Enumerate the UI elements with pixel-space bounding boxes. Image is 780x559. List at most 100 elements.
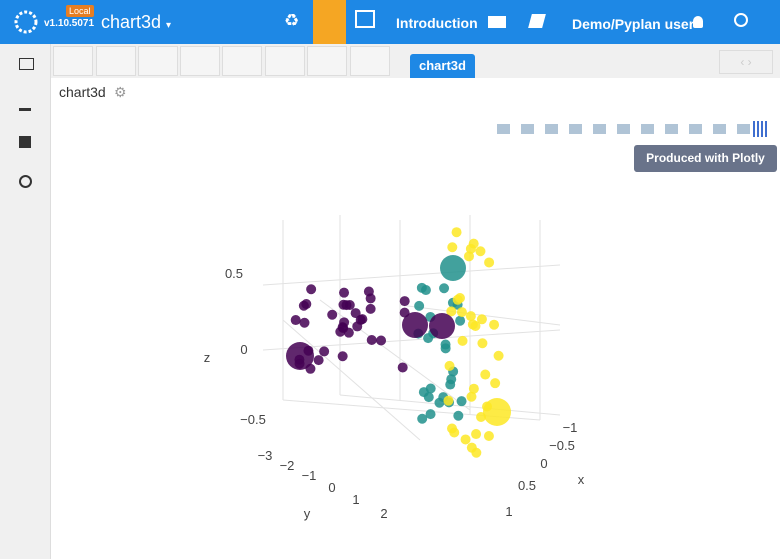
scatter-point bbox=[456, 307, 467, 318]
gear-icon[interactable]: ⚙ bbox=[114, 84, 127, 100]
scatter-point bbox=[453, 410, 464, 421]
tick-label: 2 bbox=[380, 506, 387, 521]
scatter-point bbox=[306, 284, 317, 295]
scatter-point bbox=[471, 429, 482, 440]
user-name[interactable]: Demo/Pyplan user bbox=[572, 16, 695, 32]
scatter-point bbox=[465, 243, 476, 254]
grid-line bbox=[282, 319, 421, 441]
scatter-point bbox=[439, 283, 450, 294]
scatter-point bbox=[319, 346, 330, 357]
clock-icon[interactable] bbox=[19, 175, 32, 188]
scatter-bubble bbox=[286, 342, 314, 370]
scatter-point bbox=[477, 338, 488, 349]
badge: Local bbox=[66, 5, 94, 17]
edit-button[interactable] bbox=[53, 46, 93, 76]
scatter-point bbox=[456, 396, 467, 407]
print-button[interactable] bbox=[307, 46, 347, 76]
copy-button[interactable] bbox=[265, 46, 305, 76]
scatter-bubble bbox=[440, 255, 466, 281]
tick-label: 0.5 bbox=[518, 478, 536, 493]
tick-label: 0 bbox=[540, 456, 547, 471]
scatter-point bbox=[425, 409, 436, 420]
plotly-logo[interactable] bbox=[753, 121, 767, 137]
tab-nav[interactable]: ‹ › bbox=[719, 50, 773, 74]
logo bbox=[14, 10, 38, 34]
scatter-point bbox=[446, 374, 457, 385]
scatter-bubble bbox=[429, 313, 455, 339]
node-title: chart3d bbox=[59, 84, 106, 100]
power-icon[interactable] bbox=[734, 13, 748, 27]
grid-line bbox=[262, 264, 561, 286]
app-title[interactable]: chart3d bbox=[101, 12, 162, 32]
scatter-point bbox=[423, 333, 434, 344]
save-as-icon[interactable] bbox=[355, 10, 375, 28]
comment-button[interactable] bbox=[350, 46, 390, 76]
tick-label: 1 bbox=[505, 504, 512, 519]
scatter-point bbox=[470, 321, 481, 332]
dashboard-icon[interactable] bbox=[19, 136, 31, 148]
scatter-point bbox=[483, 430, 494, 441]
caret[interactable]: ▾ bbox=[166, 20, 172, 31]
tooltip: Produced with Plotly bbox=[634, 145, 777, 172]
scatter-point bbox=[416, 282, 427, 293]
version: v1.10.5071 bbox=[44, 18, 95, 29]
scatter-point bbox=[301, 299, 312, 310]
scatter-point bbox=[299, 317, 310, 328]
scatter-point bbox=[449, 427, 460, 438]
scatter-point bbox=[365, 293, 376, 304]
scatter-point bbox=[376, 335, 387, 346]
scatter-point bbox=[476, 314, 487, 325]
tick-label: 0 bbox=[240, 342, 247, 357]
scatter-point bbox=[443, 395, 454, 406]
scatter-point bbox=[337, 351, 348, 362]
menu-button[interactable] bbox=[138, 46, 178, 76]
tab[interactable]: chart3d bbox=[410, 54, 475, 78]
scatter-point bbox=[357, 314, 368, 325]
axis-label: x bbox=[578, 472, 585, 487]
save-button[interactable] bbox=[313, 0, 346, 44]
modebar-icons[interactable] bbox=[497, 124, 757, 134]
scatter-point bbox=[365, 303, 376, 314]
scatter-point bbox=[484, 257, 495, 268]
scatter-point bbox=[471, 447, 482, 458]
scatter-bubble bbox=[483, 398, 511, 426]
tick-label: −1 bbox=[563, 420, 578, 435]
scatter-point bbox=[451, 227, 462, 238]
tree-icon[interactable] bbox=[19, 98, 31, 111]
scatter-point bbox=[493, 350, 504, 361]
modebar bbox=[497, 121, 769, 139]
scatter-bubble bbox=[402, 312, 428, 338]
scatter-point bbox=[414, 300, 425, 311]
tick-label: 0 bbox=[328, 480, 335, 495]
scatter-point bbox=[339, 317, 350, 328]
scatter-point bbox=[417, 413, 428, 424]
scatter-point bbox=[339, 287, 350, 298]
scatter-point bbox=[447, 242, 458, 253]
menu-item[interactable]: Introduction bbox=[396, 15, 478, 31]
folder-icon[interactable] bbox=[19, 58, 34, 70]
scatter-point bbox=[465, 311, 476, 322]
tick-label: 1 bbox=[352, 492, 359, 507]
sidebar bbox=[0, 44, 51, 559]
user-icon[interactable] bbox=[693, 16, 703, 28]
scatter-point bbox=[457, 335, 468, 346]
mail-icon[interactable] bbox=[488, 16, 506, 28]
scatter-point bbox=[455, 315, 466, 326]
share-button[interactable] bbox=[180, 46, 220, 76]
database-button[interactable] bbox=[222, 46, 262, 76]
scatter-point bbox=[466, 391, 477, 402]
tick-label: −1 bbox=[302, 468, 317, 483]
scatter-point bbox=[350, 308, 361, 319]
axis-label: y bbox=[304, 506, 311, 521]
scatter-point bbox=[490, 378, 501, 389]
scatter-point bbox=[327, 309, 338, 320]
refresh-button[interactable] bbox=[96, 46, 136, 76]
recycle-icon[interactable]: ♻ bbox=[284, 11, 300, 30]
tick-label: −3 bbox=[258, 448, 273, 463]
scatter-point bbox=[452, 294, 463, 305]
axis-label: z bbox=[204, 350, 211, 365]
scatter-point bbox=[399, 296, 410, 307]
scatter-point bbox=[397, 362, 408, 373]
